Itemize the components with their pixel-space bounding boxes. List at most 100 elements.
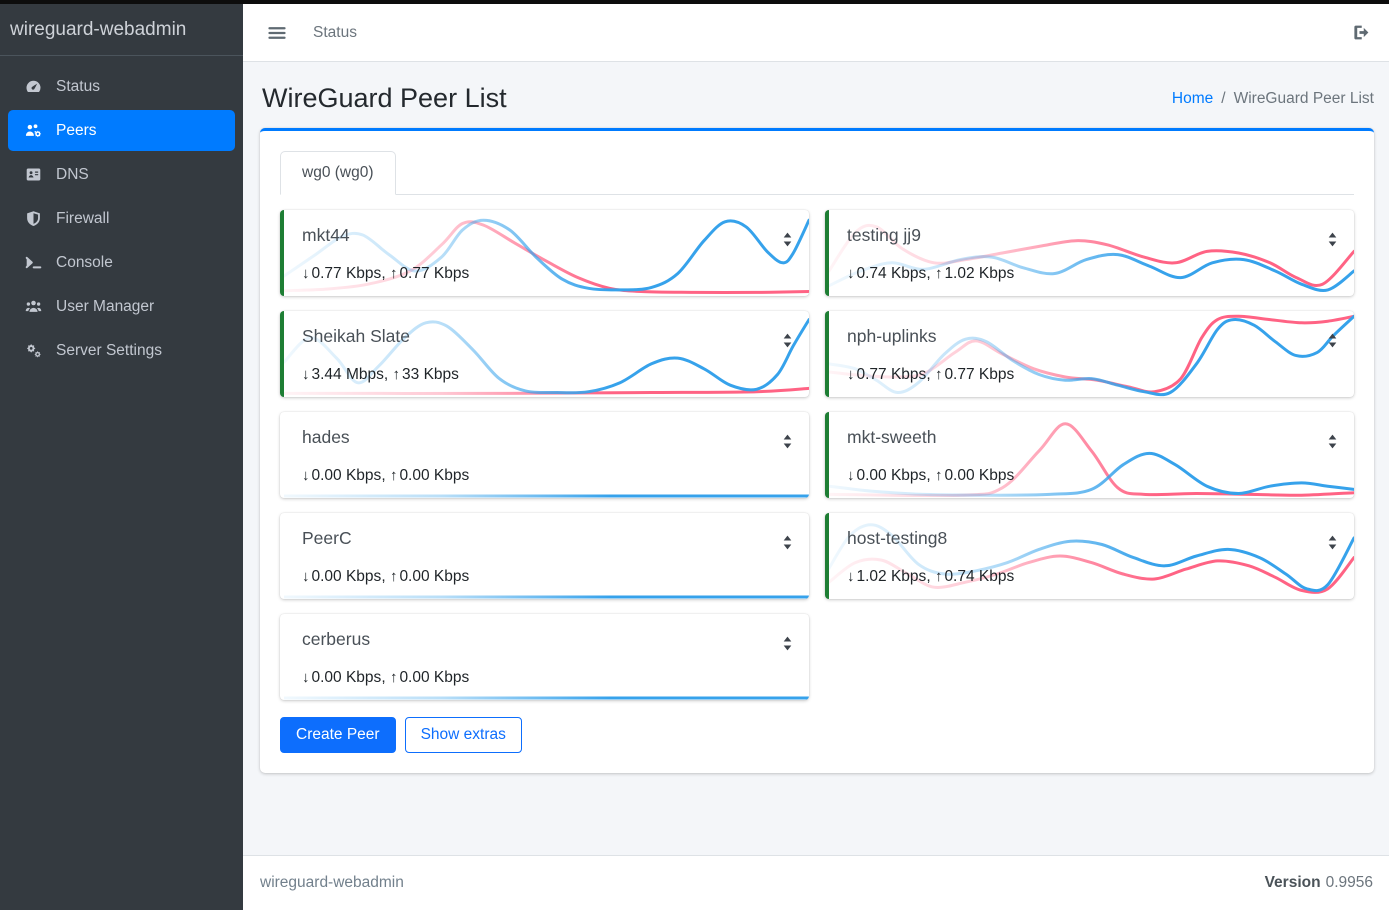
breadcrumb-current: WireGuard Peer List — [1233, 89, 1374, 107]
sidebar-item-label: Peers — [56, 121, 97, 139]
sidebar-item-server-settings[interactable]: Server Settings — [8, 330, 235, 371]
download-arrow-icon: ↓ — [302, 669, 310, 686]
peer-card-peerc[interactable]: PeerC ↓ 0.00 Kbps, ↑ 0.00 Kbps — [280, 513, 809, 599]
address-card-icon — [22, 166, 44, 183]
content-area: WireGuard Peer List Home / WireGuard Pee… — [243, 62, 1389, 855]
peer-traffic-stats: ↓ 0.77 Kbps, ↑ 0.77 Kbps — [847, 366, 1015, 383]
upload-arrow-icon: ↑ — [392, 366, 401, 383]
gauge-icon — [22, 78, 44, 95]
peer-traffic-stats: ↓ 0.77 Kbps, ↑ 0.77 Kbps — [302, 265, 470, 282]
peer-name: testing jj9 — [847, 225, 921, 245]
sort-handle-icon[interactable] — [1326, 534, 1339, 551]
download-arrow-icon: ↓ — [302, 366, 310, 383]
sidebar-item-console[interactable]: Console — [8, 242, 235, 283]
topbar: Status — [243, 4, 1389, 62]
upload-arrow-icon: ↑ — [934, 366, 943, 383]
page-title: WireGuard Peer List — [262, 83, 507, 113]
peer-traffic-stats: ↓ 0.00 Kbps, ↑ 0.00 Kbps — [302, 568, 470, 585]
peer-name: mkt-sweeth — [847, 427, 937, 447]
peer-name: hades — [302, 427, 350, 447]
peer-card-sheikah-slate[interactable]: Sheikah Slate ↓ 3.44 Mbps, ↑ 33 Kbps — [280, 311, 809, 397]
sort-handle-icon[interactable] — [1326, 433, 1339, 450]
sidebar-item-label: DNS — [56, 165, 89, 183]
sidebar-item-label: Status — [56, 77, 100, 95]
interface-tabs: wg0 (wg0) — [280, 151, 1354, 195]
peer-list-card: wg0 (wg0) mkt44 ↓ 0.77 Kbps, ↑ 0.77 Kbps — [260, 128, 1374, 773]
peer-card-mkt44[interactable]: mkt44 ↓ 0.77 Kbps, ↑ 0.77 Kbps — [280, 210, 809, 296]
sidebar: wireguard-webadmin Status Peers DNS Fire… — [0, 4, 243, 910]
sort-handle-icon[interactable] — [781, 635, 794, 652]
traffic-sparkline-chart — [829, 422, 1354, 498]
show-extras-button[interactable]: Show extras — [404, 717, 522, 753]
sort-handle-icon[interactable] — [1326, 332, 1339, 349]
download-arrow-icon: ↓ — [847, 366, 855, 383]
sort-handle-icon[interactable] — [781, 231, 794, 248]
version-label: Version — [1264, 874, 1321, 891]
sidebar-item-label: Server Settings — [56, 341, 162, 359]
traffic-sparkline-chart — [284, 696, 809, 700]
sort-handle-icon[interactable] — [781, 332, 794, 349]
upload-arrow-icon: ↑ — [934, 265, 943, 282]
hamburger-menu-icon[interactable] — [267, 23, 287, 43]
footer-app-name: wireguard-webadmin — [260, 874, 404, 891]
upload-arrow-icon: ↑ — [934, 467, 943, 484]
sidebar-item-label: User Manager — [56, 297, 155, 315]
download-arrow-icon: ↓ — [302, 467, 310, 484]
sidebar-item-firewall[interactable]: Firewall — [8, 198, 235, 239]
sidebar-item-status[interactable]: Status — [8, 66, 235, 107]
tab-wg0[interactable]: wg0 (wg0) — [280, 151, 396, 195]
gears-icon — [22, 342, 44, 359]
traffic-sparkline-chart — [829, 523, 1354, 594]
download-arrow-icon: ↓ — [302, 568, 310, 585]
upload-arrow-icon: ↑ — [934, 568, 943, 585]
top-border-strip — [0, 0, 1389, 4]
peer-card-hades[interactable]: hades ↓ 0.00 Kbps, ↑ 0.00 Kbps — [280, 412, 809, 498]
breadcrumb-home-link[interactable]: Home — [1171, 89, 1214, 107]
sidebar-item-label: Console — [56, 253, 113, 271]
peer-traffic-stats: ↓ 0.74 Kbps, ↑ 1.02 Kbps — [847, 265, 1015, 282]
peer-name: Sheikah Slate — [302, 326, 410, 346]
download-arrow-icon: ↓ — [302, 265, 310, 282]
sidebar-item-peers[interactable]: Peers — [8, 110, 235, 151]
download-arrow-icon: ↓ — [847, 467, 855, 484]
users-gear-icon — [22, 122, 44, 139]
peer-name: PeerC — [302, 528, 352, 548]
peer-traffic-stats: ↓ 1.02 Kbps, ↑ 0.74 Kbps — [847, 568, 1015, 585]
peer-name: cerberus — [302, 629, 371, 649]
users-icon — [22, 298, 44, 315]
sort-handle-icon[interactable] — [781, 433, 794, 450]
traffic-sparkline-chart — [829, 314, 1354, 397]
sort-handle-icon[interactable] — [781, 534, 794, 551]
peer-name: host-testing8 — [847, 528, 948, 548]
terminal-icon — [22, 254, 44, 271]
logout-icon[interactable] — [1352, 23, 1371, 42]
breadcrumb: Home / WireGuard Peer List — [1172, 90, 1374, 108]
peer-traffic-stats: ↓ 0.00 Kbps, ↑ 0.00 Kbps — [847, 467, 1015, 484]
peer-card-testing-jj9[interactable]: testing jj9 ↓ 0.74 Kbps, ↑ 1.02 Kbps — [825, 210, 1354, 296]
peer-name: nph-uplinks — [847, 326, 937, 346]
breadcrumb-separator: / — [1221, 89, 1226, 107]
brand-link[interactable]: wireguard-webadmin — [0, 4, 243, 56]
shield-icon — [22, 210, 44, 227]
download-arrow-icon: ↓ — [847, 568, 855, 585]
peer-traffic-stats: ↓ 3.44 Mbps, ↑ 33 Kbps — [302, 366, 459, 383]
peer-card-host-testing8[interactable]: host-testing8 ↓ 1.02 Kbps, ↑ 0.74 Kbps — [825, 513, 1354, 599]
peer-card-mkt-sweeth[interactable]: mkt-sweeth ↓ 0.00 Kbps, ↑ 0.00 Kbps — [825, 412, 1354, 498]
sidebar-item-dns[interactable]: DNS — [8, 154, 235, 195]
sidebar-nav: Status Peers DNS Firewall Console User M… — [0, 56, 243, 384]
upload-arrow-icon: ↑ — [389, 265, 398, 282]
sort-handle-icon[interactable] — [1326, 231, 1339, 248]
download-arrow-icon: ↓ — [847, 265, 855, 282]
peer-traffic-stats: ↓ 0.00 Kbps, ↑ 0.00 Kbps — [302, 467, 470, 484]
footer-version: Version 0.9956 — [1265, 874, 1373, 892]
traffic-sparkline-chart — [284, 494, 809, 498]
sidebar-item-user-manager[interactable]: User Manager — [8, 286, 235, 327]
peer-card-nph-uplinks[interactable]: nph-uplinks ↓ 0.77 Kbps, ↑ 0.77 Kbps — [825, 311, 1354, 397]
traffic-sparkline-chart — [284, 218, 809, 294]
peer-card-cerberus[interactable]: cerberus ↓ 0.00 Kbps, ↑ 0.00 Kbps — [280, 614, 809, 700]
upload-arrow-icon: ↑ — [389, 568, 398, 585]
footer: wireguard-webadmin Version 0.9956 — [243, 855, 1389, 910]
create-peer-button[interactable]: Create Peer — [280, 717, 396, 753]
traffic-sparkline-chart — [284, 318, 809, 395]
topbar-status-link[interactable]: Status — [313, 23, 357, 41]
